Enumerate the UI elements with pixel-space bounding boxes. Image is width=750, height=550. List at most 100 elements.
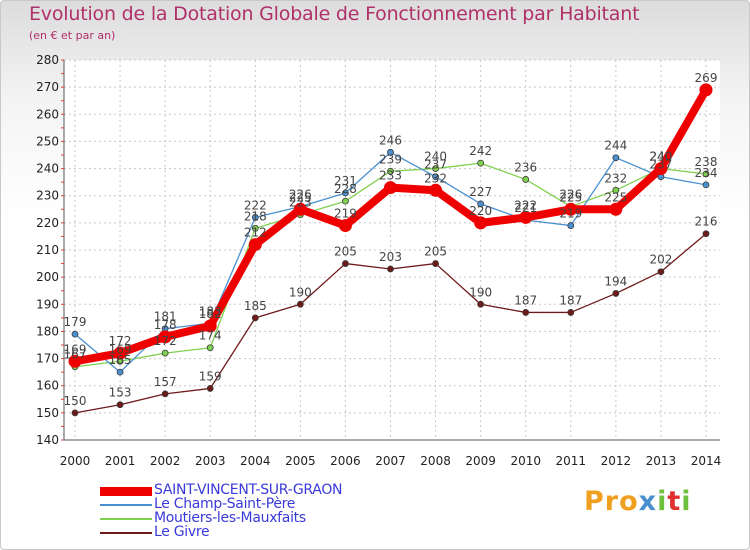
y-tick-label: 220 <box>36 216 59 230</box>
data-label-le-givre: 159 <box>199 369 222 383</box>
x-tick-label: 2005 <box>285 454 316 468</box>
data-label-champ-saint-pere: 222 <box>244 198 267 212</box>
data-point-champ-saint-pere <box>432 173 439 181</box>
data-point-saint-vincent <box>248 238 262 252</box>
legend-label-champ-saint-pere: Le Champ-Saint-Père <box>154 496 296 512</box>
data-label-moutiers: 226 <box>559 188 582 202</box>
data-label-champ-saint-pere: 237 <box>649 158 672 172</box>
data-label-moutiers: 174 <box>199 329 222 343</box>
data-label-saint-vincent: 222 <box>514 198 537 212</box>
y-tick-label: 170 <box>36 352 59 366</box>
y-tick-label: 150 <box>36 406 59 420</box>
data-point-le-givre <box>342 260 349 267</box>
data-label-le-givre: 203 <box>379 250 402 264</box>
y-tick-label: 180 <box>36 324 59 338</box>
data-point-champ-saint-pere <box>567 222 575 229</box>
x-tick-label: 2014 <box>691 454 722 468</box>
data-label-le-givre: 205 <box>334 245 357 259</box>
chart-title: Evolution de la Dotation Globale de Fonc… <box>29 3 640 25</box>
data-label-le-givre: 205 <box>424 245 447 259</box>
y-tick-label: 160 <box>36 379 59 393</box>
data-label-saint-vincent: 225 <box>604 190 627 204</box>
data-label-champ-saint-pere: 219 <box>559 207 582 221</box>
data-label-le-givre: 202 <box>649 253 672 267</box>
y-tick-label: 250 <box>36 134 59 148</box>
data-label-champ-saint-pere: 179 <box>64 315 87 329</box>
data-label-moutiers: 223 <box>289 196 312 210</box>
y-tick-label: 140 <box>36 433 59 447</box>
data-label-saint-vincent: 240 <box>649 150 672 164</box>
data-label-moutiers: 172 <box>154 334 177 348</box>
data-label-saint-vincent: 269 <box>695 71 718 85</box>
x-tick-label: 2008 <box>420 454 451 468</box>
data-label-le-givre: 185 <box>244 299 267 313</box>
data-label-saint-vincent: 225 <box>559 190 582 204</box>
data-point-moutiers <box>251 224 259 232</box>
y-tick-label: 280 <box>36 53 59 67</box>
data-label-moutiers: 218 <box>244 209 267 223</box>
data-point-moutiers <box>342 197 349 205</box>
data-point-saint-vincent <box>429 183 443 197</box>
data-label-saint-vincent: 178 <box>154 318 177 332</box>
data-point-moutiers <box>477 159 485 167</box>
x-tick-label: 2006 <box>330 454 361 468</box>
y-tick-label: 190 <box>36 297 59 311</box>
data-point-champ-saint-pere <box>477 200 485 208</box>
y-tick-label: 270 <box>36 80 59 94</box>
data-point-champ-saint-pere <box>612 154 620 162</box>
data-point-saint-vincent <box>474 216 488 230</box>
y-tick-label: 240 <box>36 162 59 176</box>
data-label-saint-vincent: 232 <box>424 171 447 185</box>
legend-label-le-givre: Le Givre <box>154 524 210 540</box>
data-point-champ-saint-pere <box>251 214 259 221</box>
x-tick-label: 2003 <box>195 454 226 468</box>
data-point-saint-vincent <box>609 202 623 216</box>
x-tick-label: 2009 <box>465 454 496 468</box>
data-label-champ-saint-pere: 234 <box>695 166 718 180</box>
data-label-saint-vincent: 169 <box>64 342 87 356</box>
data-label-saint-vincent: 219 <box>334 207 357 221</box>
x-tick-label: 2002 <box>150 454 181 468</box>
data-label-saint-vincent: 172 <box>109 334 132 348</box>
data-label-le-givre: 157 <box>154 375 177 389</box>
data-point-saint-vincent <box>203 319 217 333</box>
data-label-champ-saint-pere: 165 <box>109 353 132 367</box>
data-label-champ-saint-pere: 246 <box>379 133 402 147</box>
data-label-champ-saint-pere: 227 <box>469 185 492 199</box>
data-label-moutiers: 240 <box>424 150 447 164</box>
y-tick-label: 230 <box>36 189 59 203</box>
data-label-moutiers: 167 <box>64 348 87 362</box>
legend-label-moutiers: Moutiers-les-Mauxfaits <box>154 510 306 526</box>
data-label-moutiers: 228 <box>334 182 357 196</box>
data-point-saint-vincent <box>293 202 307 216</box>
data-point-saint-vincent <box>158 330 172 344</box>
data-label-le-givre: 187 <box>559 293 582 307</box>
chart-subtitle: (en € et par an) <box>29 29 116 42</box>
y-tick-label: 210 <box>36 243 59 257</box>
line-chart: 140 150 160 170 180 190 200 210 220 230 240 250 260 2… <box>36 53 722 468</box>
data-point-le-givre <box>161 390 169 398</box>
x-tick-label: 2007 <box>375 454 406 468</box>
data-label-champ-saint-pere: 237 <box>424 158 447 172</box>
data-label-moutiers: 240 <box>649 150 672 164</box>
data-label-le-givre: 150 <box>64 394 87 408</box>
proxiti-logo: Proxiti <box>584 486 692 517</box>
data-point-le-givre <box>477 300 485 308</box>
x-tick-label: 2001 <box>105 454 136 468</box>
data-point-saint-vincent <box>564 202 578 216</box>
data-label-moutiers: 169 <box>109 342 132 356</box>
legend-swatch-champ-saint-pere <box>100 504 152 506</box>
legend-swatch-le-givre <box>100 532 152 534</box>
data-label-moutiers: 236 <box>514 160 537 174</box>
data-label-moutiers: 242 <box>469 144 492 158</box>
data-point-le-givre <box>702 230 710 238</box>
x-tick-label: 2004 <box>240 454 271 468</box>
data-label-saint-vincent: 182 <box>199 307 222 321</box>
data-label-le-givre: 187 <box>514 293 537 307</box>
data-point-moutiers <box>206 344 214 352</box>
legend-swatch-saint-vincent <box>100 487 152 496</box>
data-point-champ-saint-pere <box>71 330 79 338</box>
data-label-le-givre: 190 <box>289 285 312 299</box>
data-label-champ-saint-pere: 221 <box>514 201 537 215</box>
data-point-le-givre <box>522 309 530 316</box>
